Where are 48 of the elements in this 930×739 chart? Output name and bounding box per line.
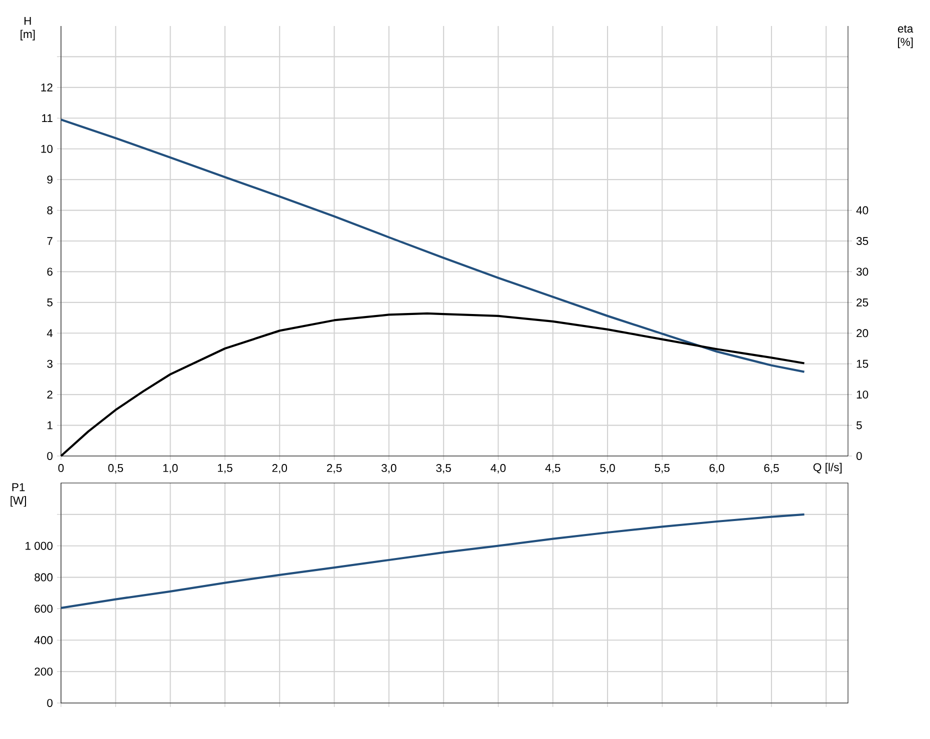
y2-tick-label: 15: [856, 360, 868, 368]
y-tick-label: 9: [47, 176, 52, 184]
y-tick-label: 1 000: [26, 542, 53, 550]
y-tick-label: 0: [47, 699, 53, 707]
y-tick-label: 6: [47, 268, 52, 276]
x-tick-label: 5,0: [600, 464, 615, 474]
y-tick-label: 5: [47, 298, 53, 306]
y2-tick-label: 30: [856, 268, 868, 276]
x-tick-label: 3,5: [436, 464, 451, 474]
y-tick-label: 10: [41, 144, 53, 153]
x-tick-label: 1,0: [163, 464, 178, 474]
y2-tick-label: 5: [856, 421, 862, 430]
x-tick-label: 1,5: [218, 464, 232, 474]
y2-tick-label: 40: [856, 206, 868, 214]
x-tick-label: 4,0: [490, 464, 506, 474]
y-tick-label: 2: [47, 390, 52, 399]
x-tick-label: 6,0: [710, 464, 724, 474]
line-series: [60, 118, 806, 373]
x-tick-label: 0,5: [108, 464, 124, 474]
x-tick-label: 4,5: [545, 464, 560, 474]
y-tick-label: 4: [46, 329, 53, 338]
y-tick-label: 8: [47, 206, 52, 214]
y2-tick-label: 10: [856, 390, 868, 399]
y-tick-label: 200: [34, 668, 53, 676]
y-axis-title: H [m]: [20, 16, 35, 40]
x-tick-label: 3,0: [382, 464, 396, 474]
y-tick-label: 400: [34, 636, 53, 644]
y-tick-label: 11: [42, 114, 52, 122]
y-tick-label: 3: [47, 360, 52, 368]
y-tick-label: 7: [47, 237, 52, 245]
x-tick-label: 5,5: [654, 464, 670, 474]
x-tick-label: 0: [58, 464, 64, 472]
y2-tick-label: 20: [856, 329, 868, 338]
line-series: [60, 513, 806, 609]
y2-tick-label: 25: [856, 298, 868, 306]
x-axis-title: Q [l/s]: [813, 462, 842, 474]
y-tick-label: 0: [47, 452, 53, 460]
y-tick-label: 1: [48, 421, 52, 430]
y-axis-title: P1 [W]: [10, 483, 26, 507]
y-tick-label: 600: [34, 604, 53, 613]
y2-tick-label: 0: [856, 452, 862, 460]
y2-axis-title: eta [%]: [898, 25, 914, 48]
x-tick-label: 2,0: [272, 464, 288, 474]
y-tick-label: 800: [34, 573, 53, 582]
y-tick-label: 12: [41, 83, 52, 92]
x-tick-label: 6,5: [764, 464, 779, 474]
y2-tick-label: 35: [856, 237, 868, 245]
x-tick-label: 2,5: [326, 464, 342, 474]
